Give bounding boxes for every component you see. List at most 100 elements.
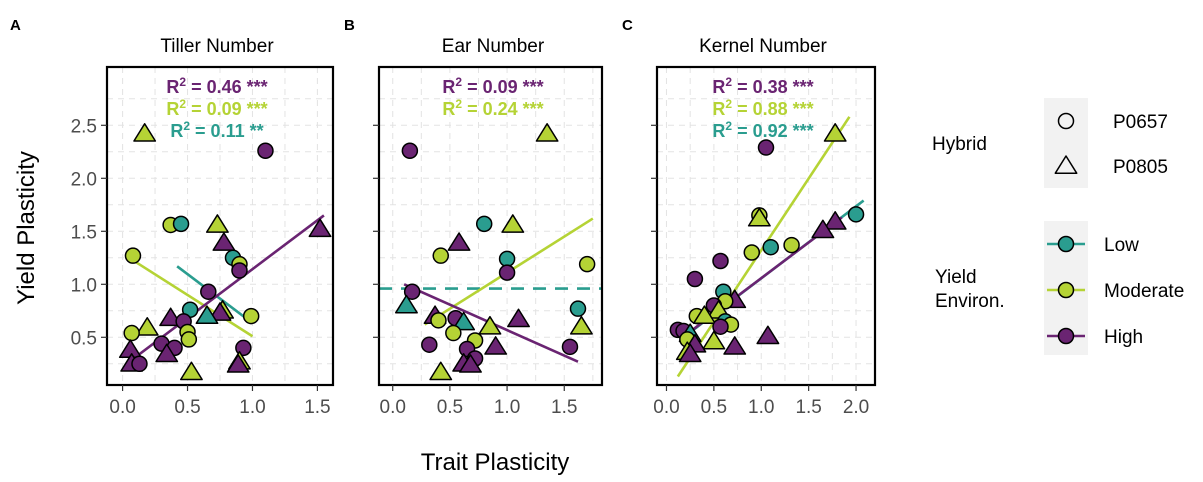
x-ticks: 0.0 0.5 1.0 1.5: [109, 385, 331, 418]
panel-title: Kernel Number: [699, 36, 827, 57]
data-point-circle: [231, 262, 248, 279]
data-point-circle: [847, 206, 865, 223]
y-tick-label: 0.5: [71, 328, 97, 349]
data-point-circle: [172, 215, 190, 233]
data-point-triangle: [702, 330, 726, 350]
x-tick-label: 1.5: [304, 397, 330, 418]
y-tick-label: 2.0: [71, 169, 97, 190]
panel-a: R2 = 0.46 ***R2 = 0.09 ***R2 = 0.11 ** Ti…: [10, 17, 335, 418]
legend-env-label: Moderate: [1104, 281, 1184, 302]
data-point-circle: [686, 270, 704, 288]
x-axis-label: Trait Plasticity: [421, 449, 569, 476]
data-point-triangle: [429, 361, 453, 381]
data-point-triangle: [135, 317, 159, 336]
r2-annotation-low: R2 = 0.92 ***: [712, 119, 813, 141]
x-tick-label: 2.0: [843, 397, 869, 418]
r2-annotation-moderate: R2 = 0.09 ***: [166, 97, 267, 119]
legend-hybrid-title: Hybrid: [932, 134, 987, 155]
legend-env-label: High: [1104, 327, 1143, 348]
r2-annotations: R2 = 0.38 ***R2 = 0.88 ***R2 = 0.92 ***: [712, 75, 813, 141]
r2-annotation-moderate: R2 = 0.88 ***: [712, 97, 813, 119]
y-ticks: 0.5 1.0 1.5 2.0 2.5: [71, 116, 107, 349]
legend-hybrid-items: P0657 P0805: [1054, 112, 1168, 178]
x-tick-label: 0.5: [174, 397, 200, 418]
data-point-circle: [569, 300, 587, 317]
data-point-triangle: [195, 305, 219, 325]
data-point-circle: [578, 255, 596, 273]
data-point-triangle: [478, 315, 502, 335]
data-point-circle: [783, 236, 800, 254]
data-point-triangle: [212, 232, 236, 251]
x-ticks: 0.0 0.5 1.0 1.5 2.0: [653, 385, 869, 418]
data-point-circle: [180, 331, 198, 348]
data-point-triangle: [723, 336, 747, 355]
legend-env-label: Low: [1104, 235, 1139, 256]
legend-env-swatch: [1057, 327, 1075, 345]
r2-annotation-moderate: R2 = 0.24 ***: [442, 97, 543, 119]
data-point-circle: [401, 142, 419, 159]
x-tick-label: 0.0: [380, 397, 406, 418]
data-point-triangle: [179, 361, 203, 381]
data-point-triangle: [823, 123, 847, 142]
data-point-triangle: [394, 294, 418, 314]
y-axis-label: Yield Plasticity: [13, 151, 40, 305]
data-point-triangle: [501, 214, 525, 233]
x-tick-label: 1.0: [748, 397, 774, 418]
x-tick-label: 0.0: [109, 397, 135, 418]
r2-annotation-low: R2 = 0.11 **: [170, 119, 263, 141]
r2-annotation-high: R2 = 0.38 ***: [712, 75, 813, 97]
x-tick-label: 1.0: [239, 397, 265, 418]
data-point-circle: [743, 244, 761, 261]
data-points: [394, 123, 596, 381]
x-ticks: 0.0 0.5 1.0 1.5: [380, 385, 577, 418]
data-point-circle: [131, 355, 148, 373]
data-point-triangle: [747, 207, 771, 227]
r2-annotations: R2 = 0.46 ***R2 = 0.09 ***R2 = 0.11 **: [166, 75, 267, 141]
y-ticks: [651, 124, 657, 338]
data-point-circle: [123, 324, 140, 342]
x-tick-label: 1.0: [494, 397, 520, 418]
legend-env-swatch: [1057, 235, 1075, 253]
data-point-circle: [475, 215, 493, 233]
legend-hybrid-key-bg: [1044, 98, 1088, 188]
y-tick-label: 2.5: [71, 116, 97, 137]
r2-annotations: R2 = 0.09 ***R2 = 0.24 ***: [442, 75, 543, 119]
data-point-circle: [257, 142, 274, 159]
data-point-triangle: [133, 123, 157, 142]
panels: R2 = 0.46 ***R2 = 0.09 ***R2 = 0.11 **Ti…: [10, 17, 877, 418]
data-point-circle: [445, 324, 462, 342]
legend-hybrid-label: P0657: [1113, 112, 1168, 133]
data-point-triangle: [535, 123, 559, 142]
data-point-circle: [712, 252, 729, 270]
r2-annotation-high: R2 = 0.09 ***: [442, 75, 543, 97]
data-point-triangle: [447, 232, 471, 251]
data-point-triangle: [678, 343, 702, 363]
x-tick-label: 0.0: [653, 397, 679, 418]
x-tick-label: 0.5: [701, 397, 727, 418]
x-tick-label: 0.5: [437, 397, 463, 418]
panel-letter: B: [344, 17, 355, 34]
panel-frame: [105, 65, 335, 387]
data-point-circle: [124, 247, 142, 264]
data-point-triangle: [205, 214, 229, 233]
data-point-circle: [561, 338, 579, 356]
legend-shape-circle: [1057, 112, 1075, 130]
y-tick-label: 1.5: [71, 222, 97, 243]
x-tick-label: 1.5: [551, 397, 577, 418]
panel-frame: [655, 65, 877, 387]
data-point-triangle: [569, 315, 593, 335]
data-point-triangle: [452, 311, 476, 331]
data-point-triangle: [226, 354, 250, 373]
data-point-triangle: [484, 336, 508, 355]
data-points: [118, 123, 332, 381]
data-point-triangle: [756, 325, 780, 345]
data-point-circle: [498, 264, 516, 281]
panel-b: R2 = 0.09 ***R2 = 0.24 *** Ear Number B 0.0…: [344, 17, 604, 418]
panel-title: Ear Number: [442, 36, 545, 57]
y-tick-label: 1.0: [71, 275, 97, 296]
data-point-triangle: [823, 211, 847, 230]
data-point-circle: [712, 318, 729, 335]
data-point-circle: [498, 250, 516, 268]
panel-c: R2 = 0.38 ***R2 = 0.88 ***R2 = 0.92 *** K…: [622, 17, 877, 418]
